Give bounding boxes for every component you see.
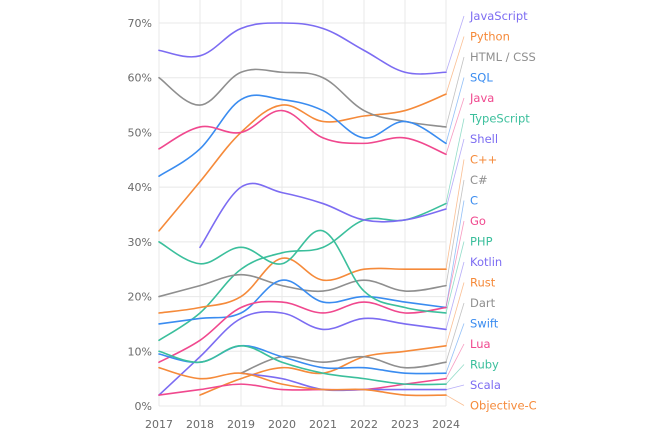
legend-label-shell: Shell <box>470 132 498 146</box>
series-line-c <box>158 257 447 314</box>
series-line-c <box>158 279 447 325</box>
legend-connector-php <box>445 241 465 314</box>
series-line-objective-c <box>158 366 447 397</box>
series-line-dart <box>240 355 447 374</box>
x-tick-label: 2023 <box>391 418 419 431</box>
legend-label-html-css: HTML / CSS <box>470 50 536 64</box>
y-axis-ticks: 0% 10% 20% 30% 40% 50% 60% 70% <box>128 17 152 413</box>
x-tick-label: 2019 <box>227 418 255 431</box>
legend-label-javascript: JavaScript <box>469 9 528 23</box>
legend-label-python: Python <box>470 30 510 44</box>
legend-label-c: C++ <box>470 153 497 167</box>
legend-connector-c <box>445 179 465 286</box>
x-tick-label: 2022 <box>350 418 378 431</box>
legend-connector-ruby <box>445 364 465 385</box>
legend-connector-kotlin <box>445 261 465 330</box>
series-line-php <box>158 229 447 314</box>
y-tick-label: 50% <box>128 126 152 139</box>
legend-connector-lua <box>445 343 465 379</box>
y-tick-label: 20% <box>128 291 152 304</box>
y-tick-label: 30% <box>128 236 152 249</box>
series-line-swift <box>158 345 447 375</box>
legend-label-typescript: TypeScript <box>469 112 530 126</box>
series-line-ruby <box>158 345 447 386</box>
x-axis-ticks: 2017 2018 2019 2020 2021 2022 2023 2024 <box>145 418 460 431</box>
legend-connector-javascript <box>445 15 465 73</box>
legend-label-go: Go <box>470 214 486 228</box>
legend-label-lua: Lua <box>470 337 491 351</box>
legend-label-c: C# <box>470 173 488 187</box>
legend-connector-dart <box>445 302 465 363</box>
legend-label-c: C <box>470 194 478 208</box>
series-line-typescript <box>158 202 447 342</box>
y-tick-label: 0% <box>135 400 152 413</box>
legend-label-rust: Rust <box>470 276 496 290</box>
series-line-kotlin <box>158 310 447 396</box>
x-gridlines <box>158 0 447 406</box>
legend-label-sql: SQL <box>470 71 493 85</box>
legend-label-swift: Swift <box>470 317 499 331</box>
legend: JavaScript Python HTML / CSS SQL Java TypeScr… <box>469 9 537 413</box>
legend-connector-html-css <box>445 56 465 128</box>
legend-label-kotlin: Kotlin <box>470 255 502 269</box>
legend-connector-scala <box>445 384 465 390</box>
legend-label-php: PHP <box>470 235 493 249</box>
y-tick-label: 60% <box>128 72 152 85</box>
series-line-java <box>158 109 447 156</box>
legend-label-objective-c: Objective-C <box>470 399 537 413</box>
x-tick-label: 2018 <box>186 418 214 431</box>
legend-connector-go <box>445 220 465 308</box>
series-line-go <box>158 300 447 364</box>
x-tick-label: 2017 <box>145 418 173 431</box>
legend-connector-java <box>445 97 465 155</box>
legend-connector-c <box>445 159 465 270</box>
y-tick-label: 70% <box>128 17 152 30</box>
x-tick-label: 2021 <box>309 418 337 431</box>
series-line-python <box>158 93 447 232</box>
y-gridlines <box>159 22 446 407</box>
legend-connector-objective-c <box>445 394 465 406</box>
legend-label-dart: Dart <box>470 296 496 310</box>
legend-connector-sql <box>445 77 465 144</box>
series-lines <box>158 22 447 397</box>
legend-connector-c <box>445 200 465 308</box>
x-tick-label: 2024 <box>432 418 460 431</box>
legend-connector-typescript <box>445 118 465 204</box>
series-line-html-css <box>158 68 447 128</box>
legend-label-java: Java <box>469 91 494 105</box>
legend-label-ruby: Ruby <box>470 358 499 372</box>
series-line-javascript <box>158 22 447 75</box>
series-line-sql <box>158 94 447 177</box>
legend-label-scala: Scala <box>470 378 501 392</box>
y-tick-label: 10% <box>128 345 152 358</box>
legend-connector-swift <box>445 323 465 374</box>
legend-connector-python <box>445 36 465 95</box>
series-line-shell <box>199 182 447 249</box>
legend-connector-rust <box>445 282 465 346</box>
legend-connectors <box>445 15 465 406</box>
x-tick-label: 2020 <box>268 418 296 431</box>
y-tick-label: 40% <box>128 181 152 194</box>
series-line-c <box>158 273 447 298</box>
legend-connector-shell <box>445 138 465 210</box>
